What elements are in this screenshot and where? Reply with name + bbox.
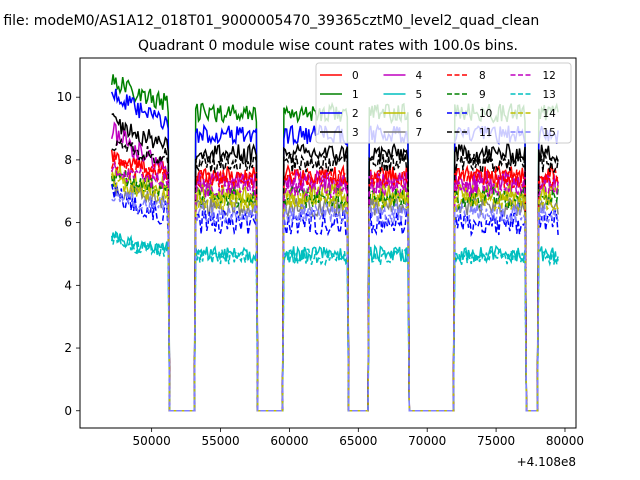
legend-label-9: 9 — [479, 89, 486, 101]
legend-label-10: 10 — [479, 108, 492, 120]
series-line-15 — [111, 190, 559, 412]
series-line-14 — [110, 173, 559, 412]
legend-label-4: 4 — [416, 70, 423, 82]
legend-label-15: 15 — [543, 127, 556, 139]
chart-title: Quadrant 0 module wise count rates with … — [138, 38, 518, 54]
legend-label-2: 2 — [352, 108, 359, 120]
y-tick-label: 6 — [64, 216, 72, 230]
x-tick-label: 70000 — [408, 434, 446, 448]
legend-label-11: 11 — [479, 127, 492, 139]
legend-label-7: 7 — [416, 127, 423, 139]
legend-label-3: 3 — [352, 127, 359, 139]
y-tick-label: 4 — [64, 278, 72, 292]
legend-label-5: 5 — [416, 89, 423, 101]
legend-label-0: 0 — [352, 70, 359, 82]
y-tick-label: 8 — [64, 153, 72, 167]
x-tick-label: 60000 — [270, 434, 308, 448]
x-tick-label: 65000 — [339, 434, 377, 448]
y-tick-label: 0 — [64, 404, 72, 418]
legend-frame — [315, 62, 572, 144]
axes-frame — [79, 57, 577, 429]
x-axis: 50000 55000 60000 65000 70000 75000 80000 — [133, 428, 584, 448]
legend-label-14: 14 — [543, 108, 557, 120]
x-axis-offset-label: +4.108e8 — [517, 455, 576, 469]
x-tick-label: 75000 — [477, 434, 515, 448]
legend-label-13: 13 — [543, 89, 556, 101]
x-tick-label: 55000 — [201, 434, 239, 448]
y-axis: 0 2 4 6 8 10 — [57, 90, 80, 418]
legend-label-12: 12 — [543, 70, 556, 82]
figure-suptitle: n file: modeM0/AS1A12_018T01_9000005470_… — [0, 13, 539, 29]
x-tick-label: 50000 — [133, 434, 171, 448]
legend-label-1: 1 — [352, 89, 359, 101]
y-tick-label: 2 — [64, 341, 72, 355]
legend-label-8: 8 — [479, 70, 486, 82]
legend-label-6: 6 — [416, 108, 423, 120]
y-tick-label: 10 — [57, 90, 72, 104]
x-tick-label: 80000 — [546, 434, 584, 448]
